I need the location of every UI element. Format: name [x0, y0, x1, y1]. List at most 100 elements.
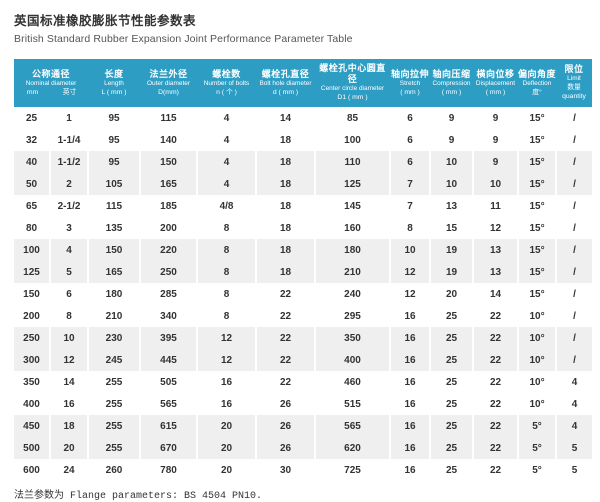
table-cell: 780: [140, 459, 199, 481]
table-cell: 185: [140, 195, 199, 217]
table-cell: 40: [14, 151, 51, 173]
table-cell: 8: [390, 217, 432, 239]
table-cell: 395: [140, 327, 199, 349]
table-cell: 300: [14, 349, 51, 371]
table-cell: 295: [315, 305, 392, 327]
table-cell: 8: [197, 239, 258, 261]
table-cell: 15°: [518, 283, 558, 305]
table-cell: 4/8: [197, 195, 258, 217]
table-cell: 11: [473, 195, 520, 217]
table-cell: 220: [140, 239, 199, 261]
table-cell: 9: [473, 107, 520, 129]
table-cell: /: [573, 134, 576, 146]
table-cell: 50: [14, 173, 51, 195]
table-cell: 165: [140, 173, 199, 195]
table-cell: 18: [50, 415, 90, 437]
table-cell: 16: [390, 349, 432, 371]
table-cell: 10: [390, 239, 432, 261]
table-cell: 150: [140, 151, 199, 173]
table-cell: 18: [256, 261, 317, 283]
col-header-nominal-en: Nominal diameter: [25, 79, 77, 87]
table-cell: 210: [315, 261, 392, 283]
table-cell: 9: [430, 107, 475, 129]
table-cell: 18: [256, 173, 317, 195]
col-header-displacement: 横向位移 Displacement( mm ): [473, 59, 519, 107]
page-title-en: British Standard Rubber Expansion Joint …: [14, 33, 353, 45]
table-cell: 180: [315, 239, 392, 261]
table-cell: 18: [256, 151, 317, 173]
table-cell: 620: [315, 437, 392, 459]
col-header-deflection: 偏向角度 Deflection 度°: [518, 59, 557, 107]
table-cell: /: [556, 327, 593, 349]
table-cell: 13: [473, 239, 520, 261]
table-cell: 9: [430, 129, 475, 151]
table-header-row: 公称通径 Nominal diameter mm 英寸 长度 Length L ( mm )…: [14, 59, 593, 107]
table-cell: 670: [140, 437, 199, 459]
table-row: 32 1-1/4 95 140 4 18 100 6 9 9 15° /: [14, 129, 592, 151]
table-cell: 565: [315, 415, 392, 437]
table-cell: 16: [390, 305, 432, 327]
table-cell: 15°: [518, 261, 558, 283]
table-cell: 115: [88, 195, 142, 217]
table-cell: 2-1/2: [50, 195, 90, 217]
page-title-zh: 英国标准橡胶膨胀节性能参数表: [14, 14, 197, 28]
table-cell: 15°: [518, 195, 558, 217]
table-cell: 13: [473, 261, 520, 283]
table-cell: 16: [197, 371, 258, 393]
table-cell: 20: [430, 283, 475, 305]
table-cell: 255: [88, 437, 142, 459]
table-cell: 6: [390, 129, 432, 151]
table-cell: 12: [197, 349, 258, 371]
table-cell: 165: [88, 261, 142, 283]
table-row: 80 3 135 200 8 18 160 8 15 12 15° /: [14, 217, 592, 239]
parameter-table: 公称通径 Nominal diameter mm 英寸 长度 Length L ( mm )…: [14, 59, 593, 481]
table-cell: /: [573, 222, 576, 234]
table-cell: 4: [197, 151, 258, 173]
table-cell: 22: [256, 305, 317, 327]
table-cell: 500: [14, 437, 51, 459]
col-header-limit: 限位 Limit 数量 quantity: [556, 59, 593, 107]
table-cell: 25: [430, 327, 475, 349]
table-cell: 16: [390, 459, 432, 481]
table-cell: 22: [256, 349, 317, 371]
table-cell: 8: [197, 305, 258, 327]
table-cell: 5°: [518, 437, 558, 459]
table-cell: 5°: [518, 415, 558, 437]
table-cell: 10: [50, 327, 90, 349]
table-cell: 150: [88, 239, 142, 261]
table-cell: 450: [14, 415, 51, 437]
table-cell: 4: [50, 239, 90, 261]
table-cell: 180: [88, 283, 142, 305]
table-row: 200 8 210 340 8 22 295 16 25 22 10° /: [14, 305, 592, 327]
table-cell: 445: [140, 349, 199, 371]
table-cell: 12: [50, 349, 90, 371]
table-cell: 16: [390, 437, 432, 459]
table-cell: 505: [140, 371, 199, 393]
subcol-inch: 英寸: [62, 88, 77, 96]
table-cell: 140: [140, 129, 199, 151]
table-cell: 10°: [518, 393, 558, 415]
table-cell: 8: [197, 283, 258, 305]
table-row: 450 18 255 615 20 26 565 16 25 22 5° 4: [14, 415, 593, 437]
table-cell: 12: [390, 283, 432, 305]
table-cell: 250: [14, 327, 51, 349]
table-cell: 615: [140, 415, 199, 437]
table-cell: 15°: [518, 129, 558, 151]
table-cell: 4: [571, 376, 578, 388]
table-cell: 9: [473, 129, 520, 151]
table-cell: 7: [390, 195, 432, 217]
table-cell: 200: [14, 305, 51, 327]
table-cell: 22: [256, 283, 317, 305]
table-cell: 2: [50, 173, 90, 195]
table-cell: 16: [390, 371, 432, 393]
table-cell: 5: [556, 437, 593, 459]
table-cell: 1-1/4: [50, 129, 90, 151]
col-header-bolt-hole: 螺栓孔直径 Bolt hole diameter d ( mm ): [256, 59, 316, 107]
table-cell: 15°: [518, 239, 558, 261]
table-cell: 6: [390, 107, 432, 129]
table-cell: 80: [14, 217, 51, 239]
table-cell: /: [573, 112, 576, 124]
table-row: 65 2-1/2 115 185 4/8 18 145 7 13 11 15° /: [14, 195, 592, 217]
table-cell: 5: [571, 464, 578, 476]
table-cell: 22: [473, 371, 520, 393]
